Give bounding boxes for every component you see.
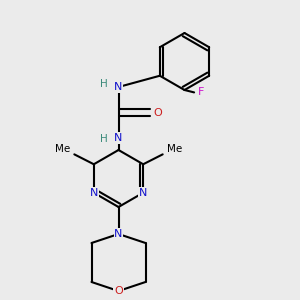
Text: N: N [114,133,123,143]
Text: N: N [114,82,123,92]
Text: H: H [100,79,108,89]
Text: H: H [100,134,108,145]
Text: O: O [114,286,123,296]
Text: Me: Me [55,144,70,154]
Text: Me: Me [167,144,182,154]
Text: N: N [114,229,123,239]
Text: N: N [90,188,98,198]
Text: F: F [197,87,204,98]
Text: N: N [139,188,147,198]
Text: O: O [153,107,162,118]
